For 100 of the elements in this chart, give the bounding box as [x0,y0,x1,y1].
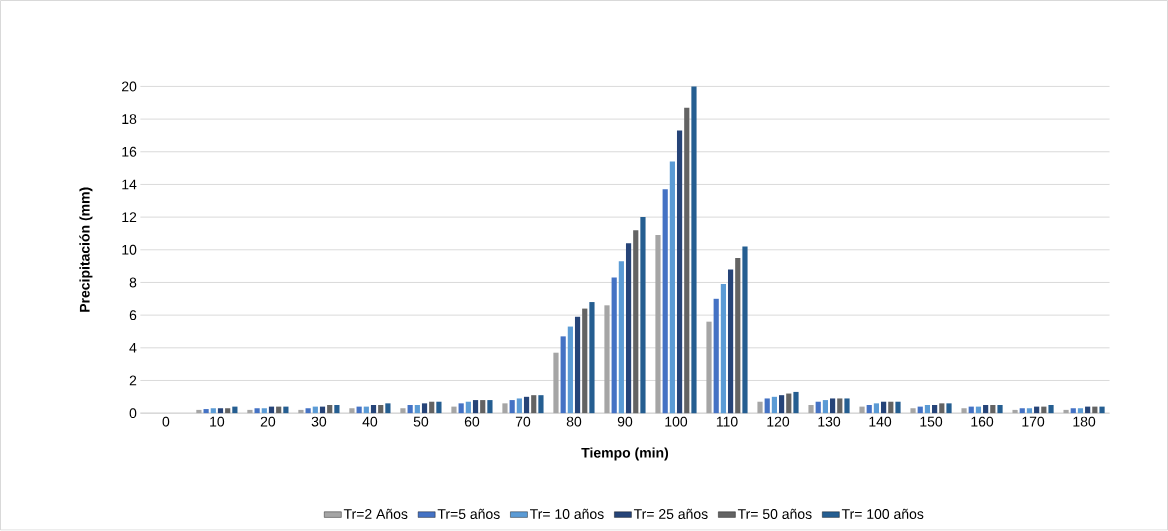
bar [691,86,697,414]
bar [421,403,428,414]
bar [407,405,413,414]
bar [779,395,785,414]
bar [247,410,253,414]
bar [217,408,224,414]
bar [349,408,355,414]
x-tick-label: 40 [362,416,378,427]
y-tick-label: 0 [129,408,137,419]
bar [757,401,763,414]
bar [808,405,814,414]
bar [786,393,792,414]
legend-label: Tr=2 Años [343,509,408,520]
bar [385,403,391,414]
bar [472,400,479,414]
bar [1012,410,1018,414]
x-tick-label: 20 [260,416,276,427]
bar [254,408,260,414]
bar [844,398,850,414]
bar [625,243,632,414]
x-tick-label: 170 [1022,416,1045,427]
y-tick-label: 6 [129,310,137,321]
bar [560,336,566,414]
bar [669,161,675,414]
bar [997,405,1003,414]
bar [640,217,646,414]
bar [684,107,690,414]
y-tick-label: 18 [122,114,137,125]
x-tick-label: 60 [464,416,480,427]
bar [604,305,610,414]
bar [983,405,989,414]
bar [946,403,952,414]
legend-label: Tr=5 años [437,509,500,520]
y-tick-label: 12 [122,212,137,223]
bar [480,400,486,414]
bar [400,408,406,414]
bar [574,316,581,414]
bar [451,406,457,414]
x-tick-label: 70 [515,416,531,427]
bar [1026,408,1033,414]
bar [589,302,595,414]
bar [990,405,996,414]
bar [713,299,719,414]
bar [582,308,588,414]
bar [196,410,202,414]
bar [706,321,712,414]
y-tick-label: 10 [122,245,137,255]
bar [203,409,209,414]
bar [538,395,544,414]
bar [771,397,777,414]
x-tick-label: 10 [210,416,225,427]
bar [727,269,734,414]
bar [261,408,267,414]
bar [531,395,537,414]
bar [378,405,384,414]
bar [655,235,661,414]
legend-label: Tr= 50 años [737,509,812,520]
y-tick-label: 8 [129,277,137,288]
bar [298,410,304,414]
x-tick-label: 120 [767,416,790,427]
x-tick-label: 130 [818,416,841,427]
bar [618,261,624,414]
legend-label: Tr= 10 años [529,509,604,520]
bar [567,326,573,414]
bar [523,397,530,414]
bar [436,401,442,414]
bar [793,392,799,414]
bar [1070,408,1076,414]
bar [502,403,508,414]
bar [830,398,836,414]
bar [327,405,333,414]
bar [305,408,311,414]
x-tick-label: 0 [162,416,170,427]
bar [334,405,340,414]
bar [961,408,967,414]
bar [225,408,231,414]
x-tick-label: 30 [311,416,327,427]
bar [881,401,887,414]
bar [837,398,843,414]
bar [414,405,420,414]
bar [1063,410,1069,414]
x-tick-label: 140 [869,416,892,427]
bar [924,405,931,414]
bar [465,401,471,414]
bar [633,230,639,414]
bar [742,246,748,414]
bar [764,398,770,414]
bar [1019,408,1025,414]
bar [815,401,821,414]
bar [888,401,894,414]
x-tick-label: 100 [665,416,688,427]
y-tick-label: 16 [122,147,137,157]
bar [859,406,865,414]
bar [910,408,916,414]
x-tick-label: 90 [617,416,633,427]
bar [873,403,880,414]
x-tick-label: 180 [1073,416,1096,427]
legend-label: Tr= 25 años [633,509,708,520]
bar [866,405,872,414]
bar [932,405,938,414]
